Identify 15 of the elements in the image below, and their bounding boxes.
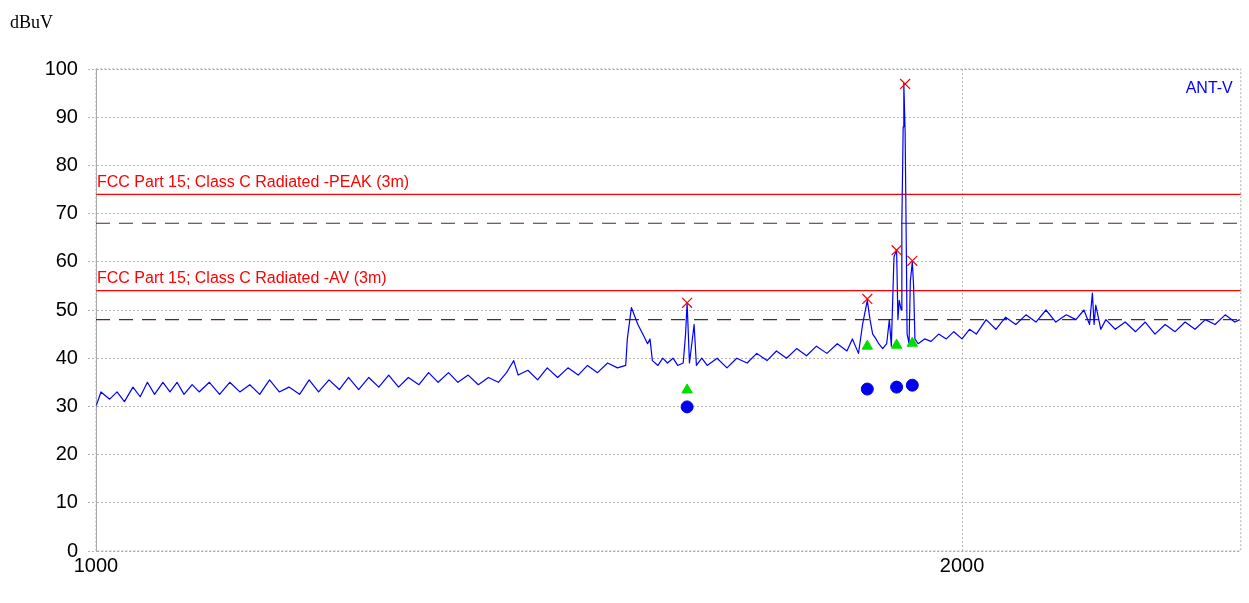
y-tick-label: 100 <box>44 56 78 79</box>
y-tick-label: 80 <box>55 152 78 175</box>
y-tick-label: 50 <box>55 297 78 320</box>
ref-line-label: FCC Part 15; Class C Radiated -PEAK (3m) <box>97 172 410 190</box>
y-tick-label: 60 <box>55 249 78 272</box>
ref-line-label: FCC Part 15; Class C Radiated -AV (3m) <box>97 269 387 287</box>
y-tick-label: 20 <box>55 442 78 465</box>
y-tick-label: 40 <box>55 345 78 368</box>
text: ANT-V <box>1185 79 1234 97</box>
y-axis-title: dBuV <box>10 11 54 32</box>
y-tick-label: 70 <box>55 201 78 224</box>
x-tick-label: 2000 <box>939 553 985 576</box>
y-tick-label: 90 <box>55 104 78 127</box>
y-tick-label: 10 <box>55 490 78 513</box>
y-tick-label: 30 <box>55 393 78 416</box>
